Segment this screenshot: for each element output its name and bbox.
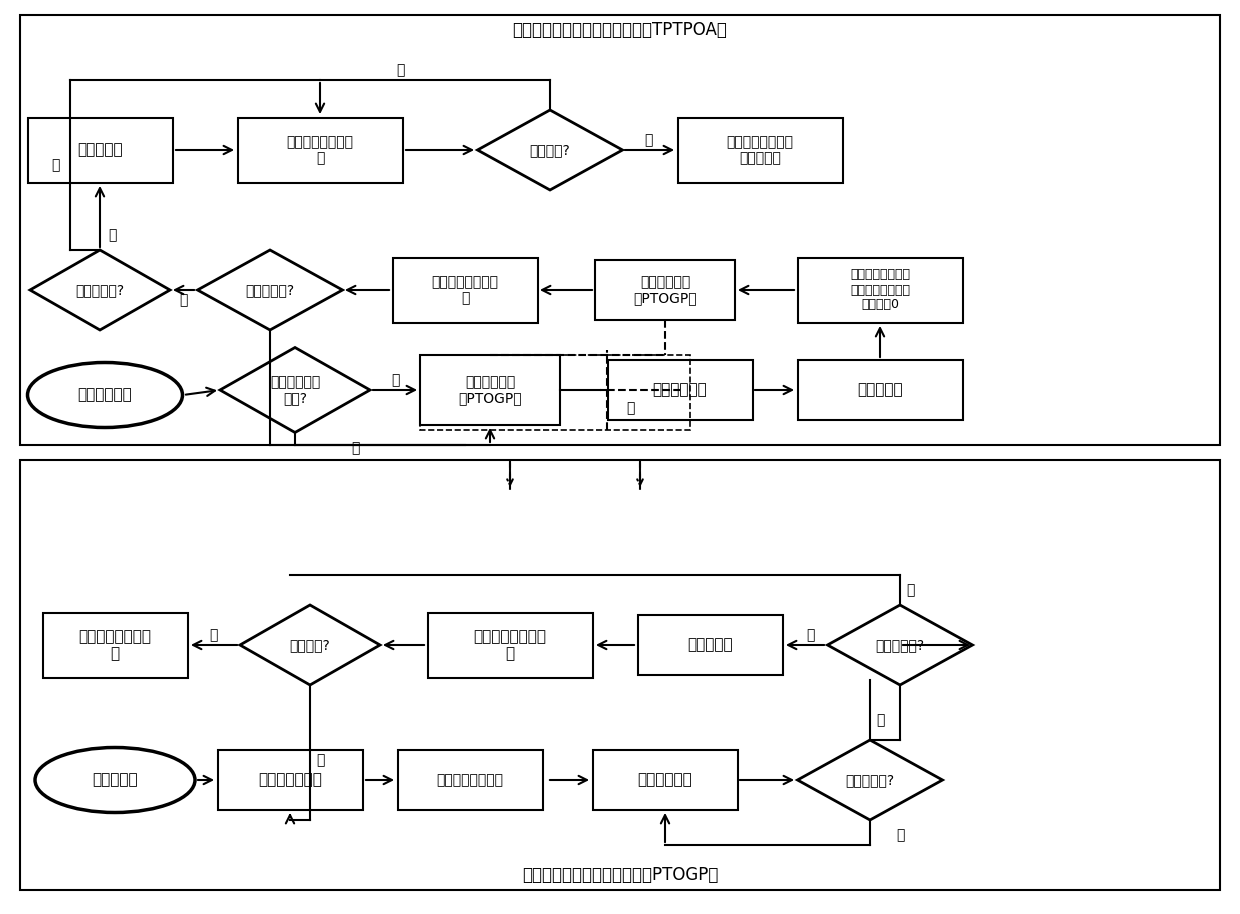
Bar — [238, 118, 403, 183]
Text: 是: 是 — [644, 133, 652, 147]
Bar — [677, 118, 842, 183]
Bar — [217, 750, 362, 810]
Text: 更新最优解: 更新最优解 — [77, 143, 123, 157]
Text: 初始化阈值: 初始化阈值 — [92, 772, 138, 788]
Text: 初始化优先级: 初始化优先级 — [78, 388, 133, 402]
Bar — [420, 355, 689, 430]
Bar — [797, 258, 962, 323]
Bar — [20, 460, 1220, 890]
Text: 阈值禁忌优化
（PTOGP）: 阈值禁忌优化 （PTOGP） — [634, 275, 697, 305]
Polygon shape — [219, 347, 370, 432]
Text: 在禁忌表中?: 在禁忌表中? — [846, 773, 894, 787]
Bar — [27, 118, 172, 183]
Text: 更新最优解: 更新最优解 — [687, 637, 733, 653]
Bar — [593, 750, 738, 810]
Text: 输出优化的优先级
和阈值组合: 输出优化的优先级 和阈值组合 — [727, 135, 794, 165]
Text: 优于最优解?: 优于最优解? — [875, 638, 925, 652]
Text: 输出优化的阈值组
合: 输出优化的阈值组 合 — [78, 629, 151, 661]
Polygon shape — [30, 250, 170, 330]
Bar — [42, 612, 187, 677]
Text: 否: 否 — [179, 293, 187, 307]
Text: 计算每个邻域解的
最小阈值组合，不
存在则置0: 计算每个邻域解的 最小阈值组合，不 存在则置0 — [849, 269, 910, 312]
Text: 终止循环?: 终止循环? — [290, 638, 330, 652]
Bar — [420, 355, 560, 425]
Bar — [637, 615, 782, 675]
Text: 给定优先级下阈值禁忌优化（PTOGP）: 给定优先级下阈值禁忌优化（PTOGP） — [522, 866, 718, 884]
Text: 否: 否 — [626, 401, 634, 415]
Bar — [595, 260, 735, 320]
Bar — [20, 15, 1220, 445]
Polygon shape — [241, 605, 379, 685]
Text: 否: 否 — [316, 753, 324, 767]
Bar — [398, 750, 543, 810]
Text: 终止循环?: 终止循环? — [529, 143, 570, 157]
Text: 是: 是 — [391, 373, 399, 387]
Text: 适应度值评价: 适应度值评价 — [637, 772, 692, 788]
Text: 否: 否 — [905, 583, 914, 597]
Text: 最小阈值组合
存在?: 最小阈值组合 存在? — [270, 375, 320, 405]
Polygon shape — [197, 250, 342, 330]
Text: 更新当前解和禁忌
表: 更新当前解和禁忌 表 — [286, 135, 353, 165]
Text: 否: 否 — [51, 158, 60, 172]
Text: 优于最优解?: 优于最优解? — [76, 283, 124, 297]
Text: 是: 是 — [895, 828, 904, 842]
Ellipse shape — [27, 363, 182, 428]
Text: 是: 是 — [108, 228, 117, 242]
Bar — [797, 360, 962, 420]
Text: 在禁忌表中?: 在禁忌表中? — [246, 283, 295, 297]
Text: 是: 是 — [806, 628, 815, 642]
Bar — [608, 360, 753, 420]
Polygon shape — [827, 605, 972, 685]
Text: 优先级阈值两级禁忌优化算法（TPTPOA）: 优先级阈值两级禁忌优化算法（TPTPOA） — [512, 21, 728, 39]
Text: 生成阈值邻域解: 生成阈值邻域解 — [258, 772, 322, 788]
Polygon shape — [797, 740, 942, 820]
Text: 适应度值评价邻域
解: 适应度值评价邻域 解 — [432, 275, 498, 305]
Text: 阈值禁忌优化
（PTOGP）: 阈值禁忌优化 （PTOGP） — [459, 375, 522, 405]
Text: 初始化最优解: 初始化最优解 — [652, 382, 707, 398]
Text: 是: 是 — [351, 441, 360, 455]
Polygon shape — [477, 110, 622, 190]
Text: 最坏响应时间分析: 最坏响应时间分析 — [436, 773, 503, 787]
Bar — [393, 258, 537, 323]
Ellipse shape — [35, 748, 195, 813]
Text: 否: 否 — [875, 713, 884, 727]
Text: 生成邻域解: 生成邻域解 — [857, 382, 903, 398]
Bar — [428, 612, 593, 677]
Text: 更新当前解与禁忌
表: 更新当前解与禁忌 表 — [474, 629, 547, 661]
Text: 否: 否 — [396, 63, 404, 77]
Text: 是: 是 — [208, 628, 217, 642]
